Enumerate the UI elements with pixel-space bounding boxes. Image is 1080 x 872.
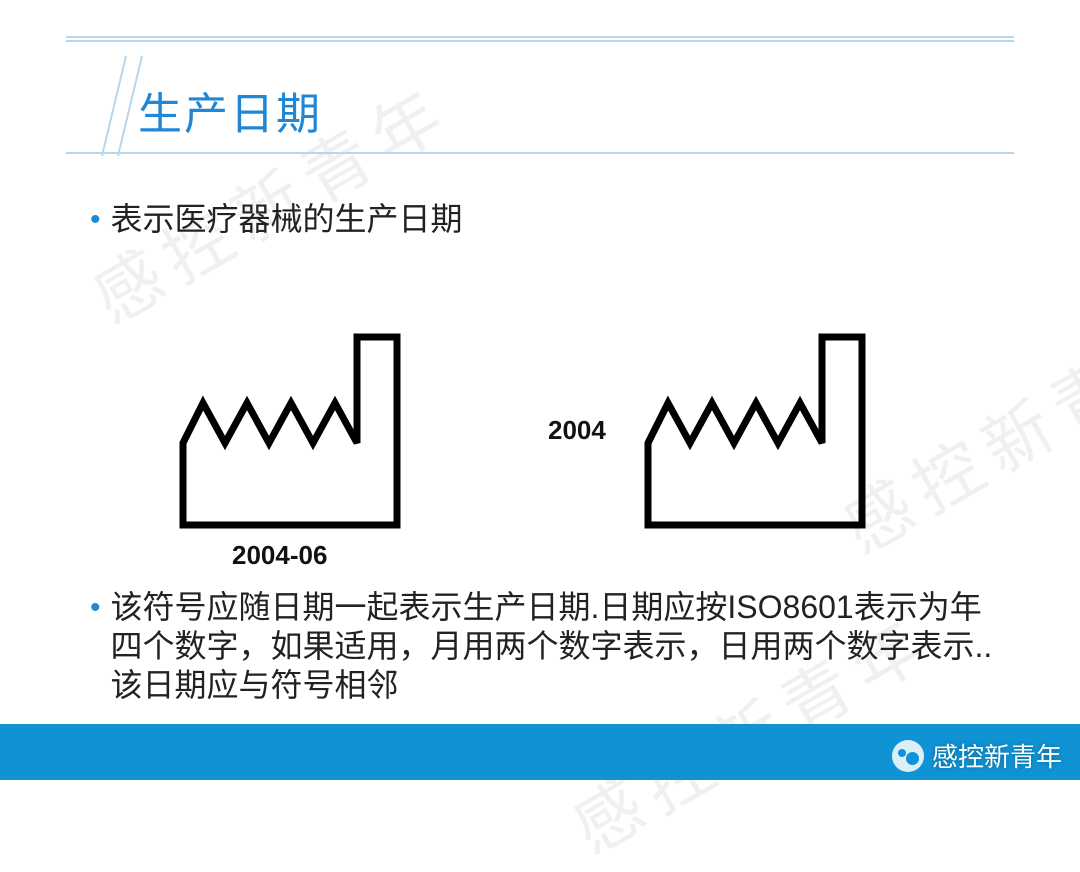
- footer-brand-text: 感控新青年: [932, 737, 1062, 774]
- bullet-text: 该符号应随日期一起表示生产日期.日期应按ISO8601表示为年四个数字，如果适用…: [111, 588, 1000, 705]
- slide-title: 生产日期: [138, 78, 322, 142]
- wechat-icon: [892, 740, 924, 772]
- bullet-item: • 表示医疗器械的生产日期: [90, 200, 1000, 239]
- symbol-row: [0, 325, 1080, 575]
- bullet-dot-icon: •: [90, 200, 101, 239]
- footer-brand: 感控新青年: [892, 737, 1062, 774]
- bullet-item: • 该符号应随日期一起表示生产日期.日期应按ISO8601表示为年四个数字，如果…: [90, 588, 1000, 705]
- header-top-line: [66, 36, 1014, 38]
- manufacture-date-symbol: [175, 325, 405, 540]
- body-area: • 表示医疗器械的生产日期: [90, 200, 1000, 249]
- slide: 感控新青年 感控新青年 感控新青年 生产日期 • 表示医疗器械的生产日期 200…: [0, 0, 1080, 810]
- date-label-side: 2004: [548, 415, 606, 446]
- factory-icon: [640, 325, 870, 535]
- date-label-below: 2004-06: [232, 540, 327, 571]
- factory-icon: [175, 325, 405, 535]
- bullet-dot-icon: •: [90, 588, 101, 627]
- header-top-line-2: [66, 40, 1014, 42]
- bullet-text: 表示医疗器械的生产日期: [111, 200, 1000, 239]
- manufacture-date-symbol: [640, 325, 870, 540]
- second-bullet-block: • 该符号应随日期一起表示生产日期.日期应按ISO8601表示为年四个数字，如果…: [90, 588, 1000, 715]
